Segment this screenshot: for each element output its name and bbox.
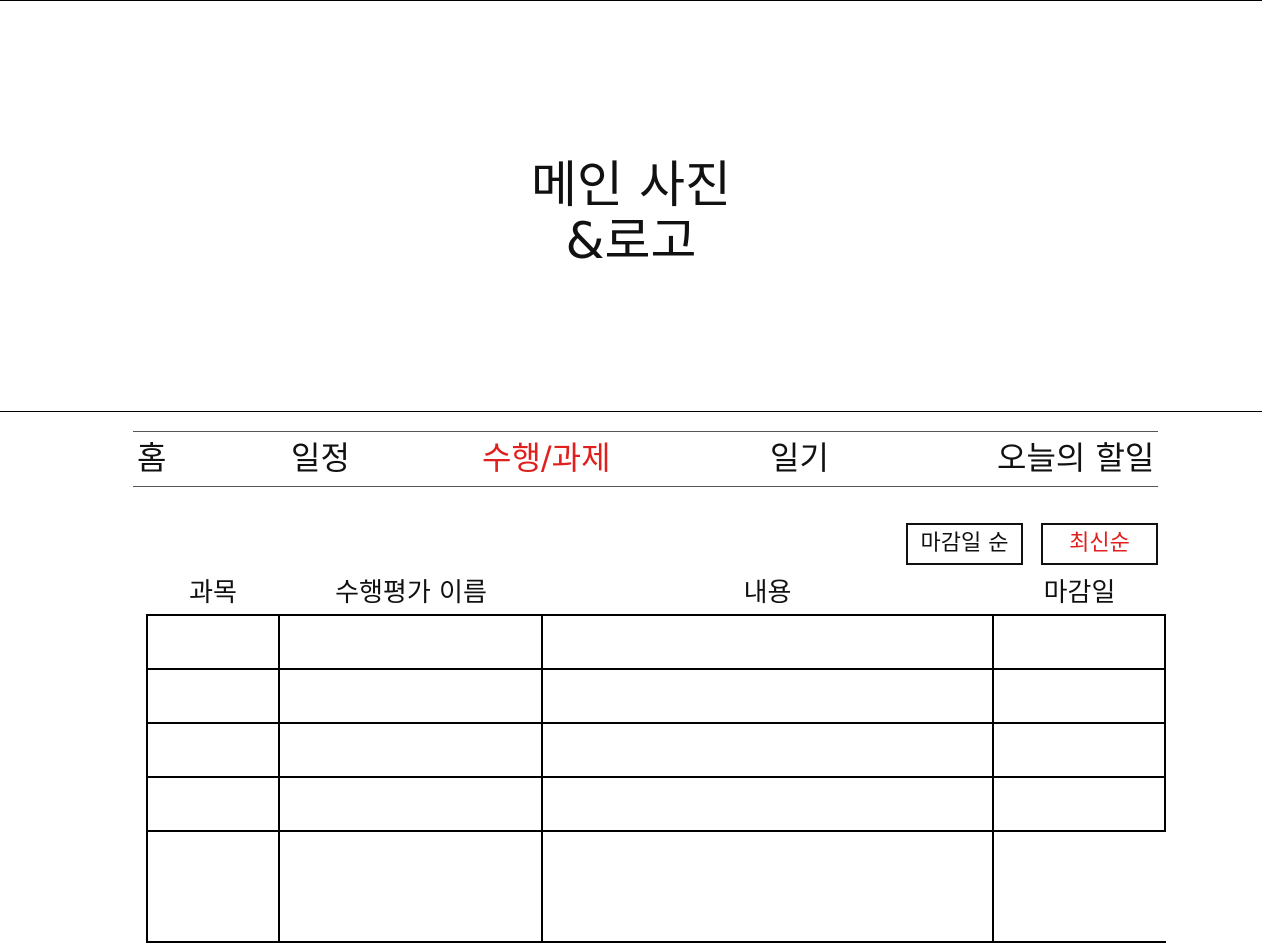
column-header-content: 내용: [743, 578, 792, 608]
table-row[interactable]: [148, 670, 278, 722]
table-row[interactable]: [148, 616, 278, 668]
nav-item-schedule[interactable]: 일정: [291, 439, 350, 477]
table-row[interactable]: [148, 724, 278, 776]
main-nav: 홈 일정 수행/과제 일기 오늘의 할일: [133, 431, 1158, 487]
sort-deadline-button[interactable]: 마감일 순: [906, 523, 1023, 565]
table-row[interactable]: [148, 832, 278, 941]
column-header-subject: 과목: [189, 578, 237, 608]
row-divider: [146, 776, 1166, 778]
hero-title-line2: &로고: [565, 212, 697, 270]
nav-item-assignments[interactable]: 수행/과제: [482, 439, 611, 477]
table-border: [1164, 614, 1166, 832]
table-border: [146, 941, 1166, 943]
hero-title-line1: 메인 사진: [531, 156, 731, 214]
hero-banner: 메인 사진 &로고: [0, 0, 1262, 412]
nav-item-todo[interactable]: 오늘의 할일: [997, 439, 1155, 477]
table-border: [146, 614, 148, 943]
assignment-table: [146, 614, 1166, 943]
column-header-assessment-name: 수행평가 이름: [335, 578, 487, 608]
row-divider: [146, 668, 1166, 670]
row-divider: [146, 722, 1166, 724]
table-row[interactable]: [148, 778, 278, 830]
column-divider: [541, 614, 543, 943]
hero-placeholder: 메인 사진 &로고: [0, 157, 1262, 269]
table-border: [146, 614, 1166, 616]
column-header-deadline: 마감일: [1043, 578, 1116, 608]
column-divider: [278, 614, 280, 943]
column-divider: [992, 614, 994, 943]
nav-item-diary[interactable]: 일기: [770, 439, 829, 477]
nav-item-home[interactable]: 홈: [137, 439, 167, 477]
sort-latest-button[interactable]: 최신순: [1041, 523, 1158, 565]
row-divider: [146, 830, 1166, 832]
